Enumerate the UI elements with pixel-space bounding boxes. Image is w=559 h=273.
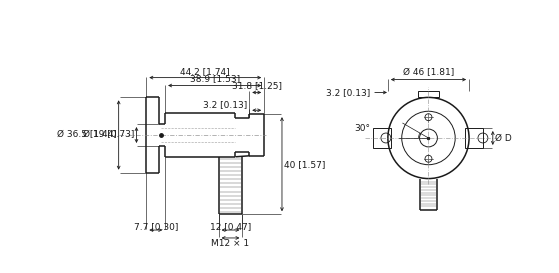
Text: Ø D: Ø D <box>495 133 511 143</box>
Text: 3.2 [0.13]: 3.2 [0.13] <box>203 100 247 109</box>
Bar <box>373 128 391 148</box>
Bar <box>465 128 483 148</box>
Text: 3.2 [0.13]: 3.2 [0.13] <box>326 88 370 97</box>
Bar <box>418 91 439 97</box>
Text: 44.2 [1.74]: 44.2 [1.74] <box>181 67 230 76</box>
Text: Ø 46 [1.81]: Ø 46 [1.81] <box>403 69 454 78</box>
Text: 38.9 [1.53]: 38.9 [1.53] <box>190 75 240 84</box>
Text: 7.7 [0.30]: 7.7 [0.30] <box>134 222 178 231</box>
Text: 31.8 [1.25]: 31.8 [1.25] <box>232 81 282 90</box>
Text: Ø 19 [0.73]: Ø 19 [0.73] <box>83 130 135 140</box>
Text: 12 [0.47]: 12 [0.47] <box>210 222 251 231</box>
Text: M12 × 1: M12 × 1 <box>211 239 249 248</box>
Text: 30°: 30° <box>354 124 370 133</box>
Text: Ø 36.5 [1.44]: Ø 36.5 [1.44] <box>57 130 117 140</box>
Text: 40 [1.57]: 40 [1.57] <box>284 160 325 169</box>
